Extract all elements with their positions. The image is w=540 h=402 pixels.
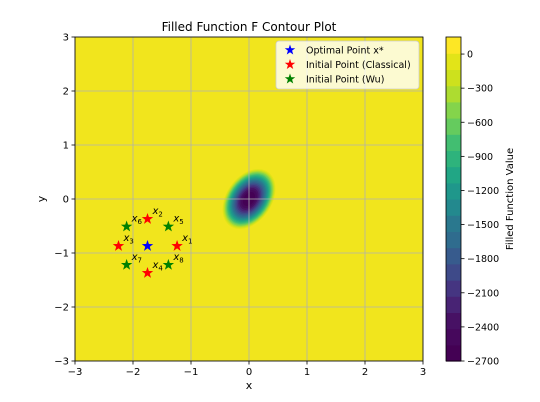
legend-label: Optimal Point x*: [306, 46, 384, 57]
colorbar-tick-label: −900: [467, 152, 493, 163]
colorbar-band: [446, 263, 461, 281]
point-label: x3: [123, 233, 134, 246]
x-axis-ticks: −3 −2 −1 0 1 2 3: [68, 361, 426, 378]
x-tick-label: 0: [246, 367, 252, 378]
point-label-subscript: 6: [138, 218, 143, 226]
colorbar-tick-label: −2700: [467, 357, 499, 368]
point-label-subscript: 1: [188, 237, 192, 245]
y-tick-label: −2: [54, 303, 69, 314]
colorbar-frame: [445, 36, 462, 362]
colorbar-band: [446, 280, 461, 297]
colorbar-band: [446, 134, 461, 151]
star-marker: [120, 220, 133, 232]
legend-label: Initial Point (Classical): [306, 60, 411, 71]
colorbar-band: [446, 37, 461, 54]
x-tick-label: −2: [126, 367, 141, 378]
x-tick-label: 3: [420, 367, 426, 378]
y-tick-label: 1: [63, 141, 69, 152]
point-label-subscript: 2: [158, 210, 162, 218]
colorbar-tick-label: 0: [467, 50, 473, 61]
plot-area: −3 −2 −1 0 1 2 3 −3 −2 −1 0 1 2 3 x1 x2 x3 x4 x5 x6 x7 x8: [54, 33, 426, 379]
colorbar-tick-label: −300: [467, 84, 493, 95]
legend-label: Initial Point (Wu): [306, 75, 384, 86]
point-label: x7: [131, 252, 142, 265]
point-label-subscript: 5: [179, 218, 183, 226]
legend-marker: [284, 44, 296, 55]
y-axis-label: y: [35, 195, 48, 202]
y-tick-label: 2: [63, 87, 69, 98]
colorbar-tick-label: −2100: [467, 288, 499, 299]
colorbar-tick-label: −2400: [467, 322, 499, 333]
colorbar-band: [446, 69, 461, 87]
colorbar-band: [446, 312, 461, 330]
star-marker: [141, 212, 154, 224]
point-label: x8: [172, 252, 183, 265]
colorbar-band: [446, 231, 461, 249]
legend: Optimal Point x* Initial Point (Classical…: [275, 40, 420, 90]
star-marker: [162, 220, 175, 232]
colorbar-tick-label: −1500: [467, 220, 499, 231]
colorbar-band: [446, 215, 461, 232]
point-label: x2: [152, 206, 163, 219]
data-markers: x1 x2 x3 x4 x5 x6 x7 x8: [112, 206, 192, 278]
x-tick-label: −1: [184, 367, 199, 378]
contour-blob: [222, 169, 276, 229]
colorbar-label: Filled Function Value: [505, 148, 516, 250]
point-label: x6: [131, 214, 143, 227]
point-label-subscript: 3: [129, 237, 133, 245]
colorbar-band: [446, 296, 461, 313]
y-tick-label: 3: [63, 33, 69, 44]
star-marker: [112, 239, 125, 251]
chart-title: Filled Function F Contour Plot: [162, 20, 337, 34]
colorbar-band: [446, 328, 461, 346]
colorbar-band: [446, 247, 461, 265]
legend-marker: [284, 73, 296, 84]
colorbar: 0 −300 −600 −900 −1200 −1500 −1800 −2100 −2400 −2…: [445, 36, 499, 368]
colorbar-tick-label: −600: [467, 118, 493, 129]
x-tick-label: 2: [362, 367, 368, 378]
colorbar-band: [446, 344, 461, 362]
y-tick-label: 0: [63, 195, 69, 206]
point-label: x5: [172, 214, 183, 227]
point-label-subscript: 4: [158, 264, 163, 272]
x-tick-label: −3: [68, 367, 83, 378]
x-axis-label: x: [246, 379, 253, 392]
y-tick-label: −1: [54, 249, 69, 260]
star-marker: [162, 258, 175, 270]
colorbar-band: [446, 101, 461, 119]
star-marker: [141, 266, 154, 278]
colorbar-band: [446, 85, 461, 103]
point-label-subscript: 8: [179, 256, 183, 264]
colorbar-tick-label: −1200: [467, 186, 499, 197]
point-label: x4: [152, 260, 164, 273]
star-marker: [171, 239, 183, 251]
star-marker: [120, 258, 133, 270]
colorbar-band: [446, 53, 461, 70]
y-tick-label: −3: [54, 357, 69, 368]
colorbar-band: [446, 118, 461, 135]
point-label: x1: [181, 233, 192, 246]
star-marker: [141, 239, 154, 251]
legend-marker: [284, 59, 296, 69]
colorbar-band: [446, 150, 461, 168]
colorbar-band: [446, 199, 461, 216]
legend-box: [275, 40, 420, 90]
colorbar-tick-label: −1800: [467, 254, 499, 265]
y-axis-ticks: −3 −2 −1 0 1 2 3: [54, 33, 75, 368]
colorbar-band: [446, 166, 461, 184]
point-label-subscript: 7: [138, 256, 142, 264]
colorbar-band: [446, 182, 461, 200]
x-tick-label: 1: [304, 367, 310, 378]
